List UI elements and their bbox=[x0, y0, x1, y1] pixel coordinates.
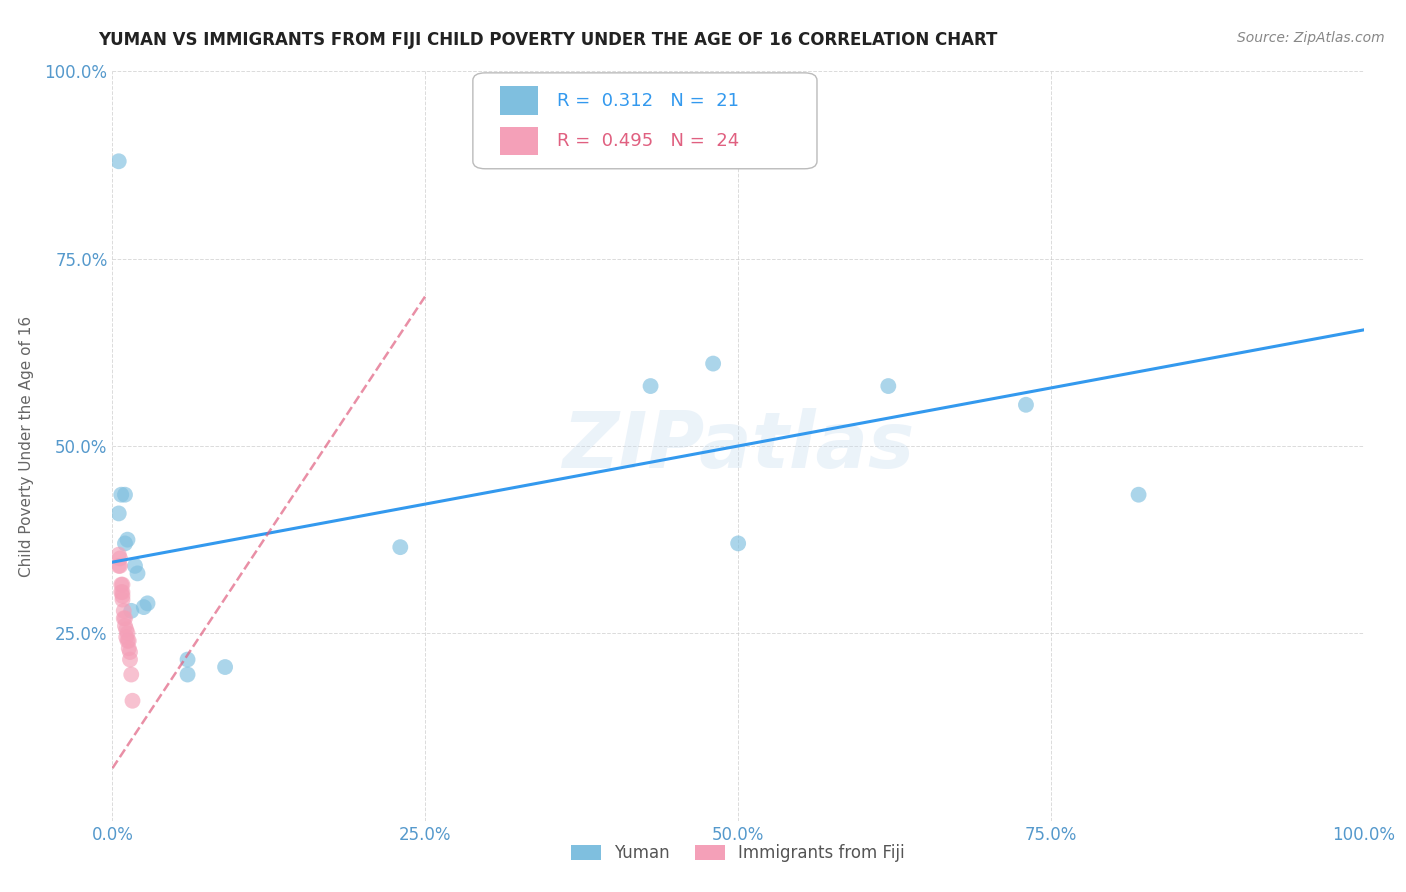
Point bbox=[110, 585, 132, 599]
Text: R =  0.312   N =  21: R = 0.312 N = 21 bbox=[557, 92, 738, 110]
Point bbox=[108, 558, 131, 573]
Point bbox=[107, 548, 129, 562]
Point bbox=[120, 604, 142, 618]
Point bbox=[640, 379, 662, 393]
Point bbox=[115, 623, 138, 637]
Point bbox=[176, 652, 198, 666]
Point bbox=[118, 641, 141, 656]
Point bbox=[176, 667, 198, 681]
Point bbox=[1128, 488, 1150, 502]
Point bbox=[132, 600, 155, 615]
FancyBboxPatch shape bbox=[501, 127, 538, 155]
Point bbox=[118, 633, 141, 648]
Y-axis label: Child Poverty Under the Age of 16: Child Poverty Under the Age of 16 bbox=[18, 316, 34, 576]
Point bbox=[114, 488, 136, 502]
Point bbox=[136, 596, 159, 610]
Legend: Yuman, Immigrants from Fiji: Yuman, Immigrants from Fiji bbox=[565, 838, 911, 869]
Point bbox=[114, 619, 136, 633]
Point bbox=[108, 551, 131, 566]
Point bbox=[877, 379, 900, 393]
Text: ZIPatlas: ZIPatlas bbox=[562, 408, 914, 484]
Point bbox=[124, 558, 146, 573]
Point bbox=[111, 577, 134, 591]
Point bbox=[121, 694, 143, 708]
Point bbox=[110, 488, 132, 502]
Text: R =  0.495   N =  24: R = 0.495 N = 24 bbox=[557, 132, 740, 150]
Text: Source: ZipAtlas.com: Source: ZipAtlas.com bbox=[1237, 31, 1385, 45]
Point bbox=[117, 626, 139, 640]
FancyBboxPatch shape bbox=[472, 73, 817, 169]
Point bbox=[118, 652, 141, 666]
Point bbox=[111, 585, 134, 599]
Point bbox=[107, 154, 129, 169]
Text: YUMAN VS IMMIGRANTS FROM FIJI CHILD POVERTY UNDER THE AGE OF 16 CORRELATION CHAR: YUMAN VS IMMIGRANTS FROM FIJI CHILD POVE… bbox=[98, 31, 998, 49]
Point bbox=[127, 566, 149, 581]
Point bbox=[107, 507, 129, 521]
Point bbox=[112, 604, 135, 618]
Point bbox=[114, 536, 136, 550]
Point bbox=[111, 589, 134, 603]
Point bbox=[117, 533, 139, 547]
Point bbox=[118, 645, 141, 659]
Point bbox=[111, 592, 134, 607]
Point bbox=[214, 660, 236, 674]
Point bbox=[120, 667, 142, 681]
Point bbox=[107, 558, 129, 573]
Point bbox=[117, 633, 139, 648]
Point bbox=[727, 536, 749, 550]
Point bbox=[112, 611, 135, 625]
Point bbox=[702, 357, 724, 371]
Point bbox=[110, 577, 132, 591]
Point bbox=[1015, 398, 1038, 412]
Point bbox=[115, 630, 138, 644]
Point bbox=[389, 540, 412, 554]
Point bbox=[114, 611, 136, 625]
FancyBboxPatch shape bbox=[501, 87, 538, 115]
